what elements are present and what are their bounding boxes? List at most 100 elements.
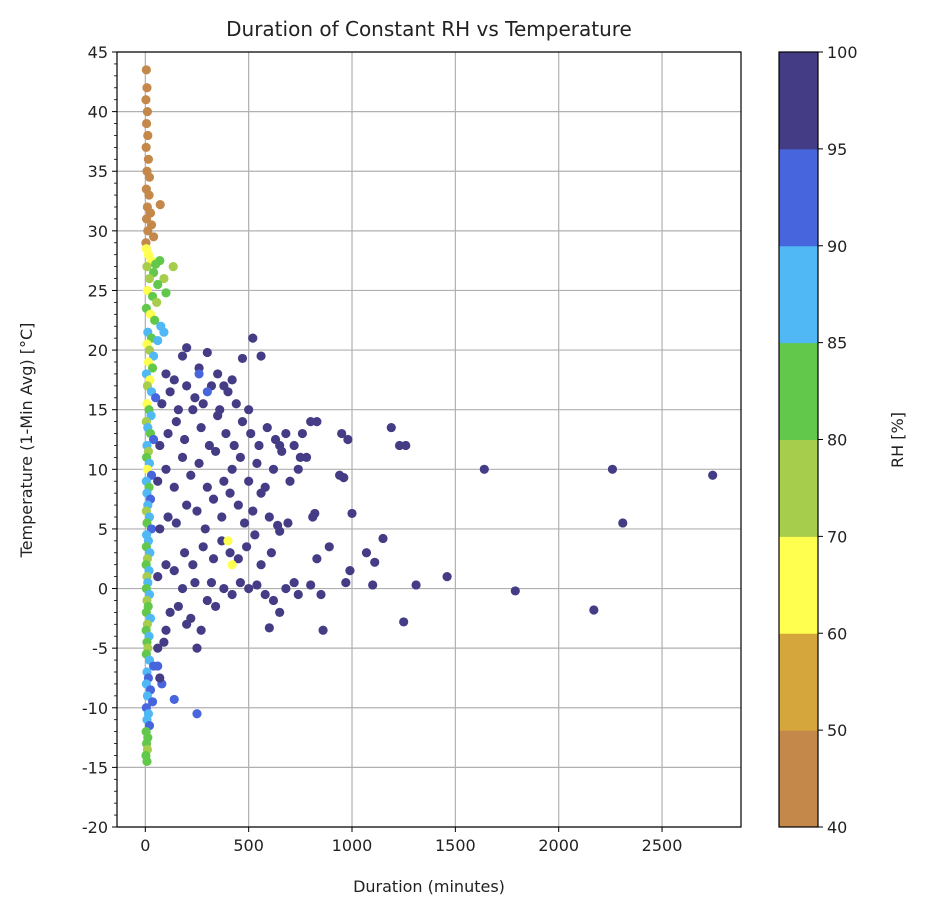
data-point <box>231 399 241 409</box>
data-point <box>198 399 208 409</box>
data-point <box>186 613 196 623</box>
data-point <box>235 577 245 588</box>
data-point <box>293 589 303 600</box>
data-point <box>368 580 378 590</box>
data-point <box>153 335 163 346</box>
data-point <box>146 470 157 480</box>
data-point <box>202 347 212 358</box>
data-point <box>157 399 167 409</box>
data-point <box>206 577 217 588</box>
colorbar-tick-label: 80 <box>827 431 847 450</box>
colorbar-segment <box>779 245 818 344</box>
data-point <box>177 452 188 462</box>
data-point <box>161 288 171 298</box>
colorbar-segment <box>779 536 818 634</box>
data-point <box>213 369 223 379</box>
data-point <box>190 393 200 403</box>
data-point <box>161 369 171 379</box>
data-point <box>256 351 266 361</box>
data-point <box>159 327 169 337</box>
data-point <box>316 589 326 600</box>
data-point <box>386 422 396 433</box>
data-point <box>153 572 163 582</box>
data-point <box>182 381 192 391</box>
data-point <box>401 440 411 451</box>
data-point <box>260 482 270 492</box>
data-point <box>169 694 179 705</box>
y-tick-label: 10 <box>88 460 108 479</box>
data-point <box>268 595 279 606</box>
data-point <box>155 440 165 451</box>
data-point <box>233 554 243 564</box>
data-point <box>241 542 252 552</box>
data-point <box>151 393 161 403</box>
y-tick-label: 25 <box>88 281 108 300</box>
data-point <box>219 381 229 391</box>
data-point <box>143 130 153 141</box>
data-point <box>141 95 151 105</box>
data-point <box>142 691 152 701</box>
data-point <box>215 405 225 415</box>
data-point <box>221 428 231 439</box>
data-point <box>285 476 295 486</box>
data-point <box>227 464 237 474</box>
data-point <box>142 285 152 296</box>
data-point <box>308 512 318 522</box>
data-point <box>155 200 165 210</box>
data-point <box>161 625 171 635</box>
data-point <box>293 464 303 474</box>
chart-title: Duration of Constant RH vs Temperature <box>226 17 632 41</box>
data-point <box>618 518 628 528</box>
data-point <box>159 637 169 647</box>
y-tick-label: 35 <box>88 162 108 181</box>
data-point <box>144 172 155 182</box>
data-point <box>361 548 372 558</box>
colorbar-tick-label: 50 <box>827 721 847 740</box>
data-point <box>708 470 718 480</box>
data-point <box>248 333 258 343</box>
y-axis-label: Temperature (1-Min Avg) [°C] <box>17 323 36 559</box>
data-point <box>192 506 202 516</box>
data-point <box>510 586 520 596</box>
data-point <box>161 464 171 474</box>
x-axis-ticks: 0 500 1000 1500 2000 2500 <box>140 827 682 855</box>
data-point <box>318 625 328 635</box>
data-point <box>235 452 245 462</box>
data-point <box>142 262 152 272</box>
colorbar-tick-label: 60 <box>827 624 847 643</box>
data-point <box>173 601 183 612</box>
data-point <box>264 623 274 633</box>
data-point <box>225 548 235 558</box>
colorbar-tick-label: 70 <box>827 527 847 546</box>
data-point <box>312 417 322 427</box>
data-point <box>188 560 198 570</box>
data-point <box>165 607 175 617</box>
colorbar-segment <box>779 342 818 440</box>
data-point <box>192 643 202 653</box>
colorbar-segment <box>779 439 818 537</box>
data-point <box>142 83 152 93</box>
data-point <box>177 351 188 361</box>
plot-frame <box>116 51 742 828</box>
colorbar-tick-label: 95 <box>827 140 847 159</box>
data-point <box>219 583 229 594</box>
data-point <box>442 572 452 582</box>
data-point <box>142 756 152 767</box>
data-point <box>281 583 291 594</box>
data-point <box>252 580 262 590</box>
colorbar-tick-label: 90 <box>827 237 847 256</box>
y-tick-label: -5 <box>92 639 108 658</box>
colorbar-tick-label: 100 <box>827 43 858 62</box>
y-tick-label: -15 <box>82 758 108 777</box>
data-point <box>399 617 409 627</box>
data-point <box>370 557 380 567</box>
data-point <box>345 566 355 576</box>
data-point <box>153 279 163 290</box>
data-point <box>266 548 276 558</box>
colorbar-segment <box>779 730 818 828</box>
data-point <box>275 607 285 617</box>
data-point <box>281 428 291 439</box>
data-point <box>141 118 152 129</box>
data-point <box>227 589 237 600</box>
data-point <box>260 589 270 600</box>
